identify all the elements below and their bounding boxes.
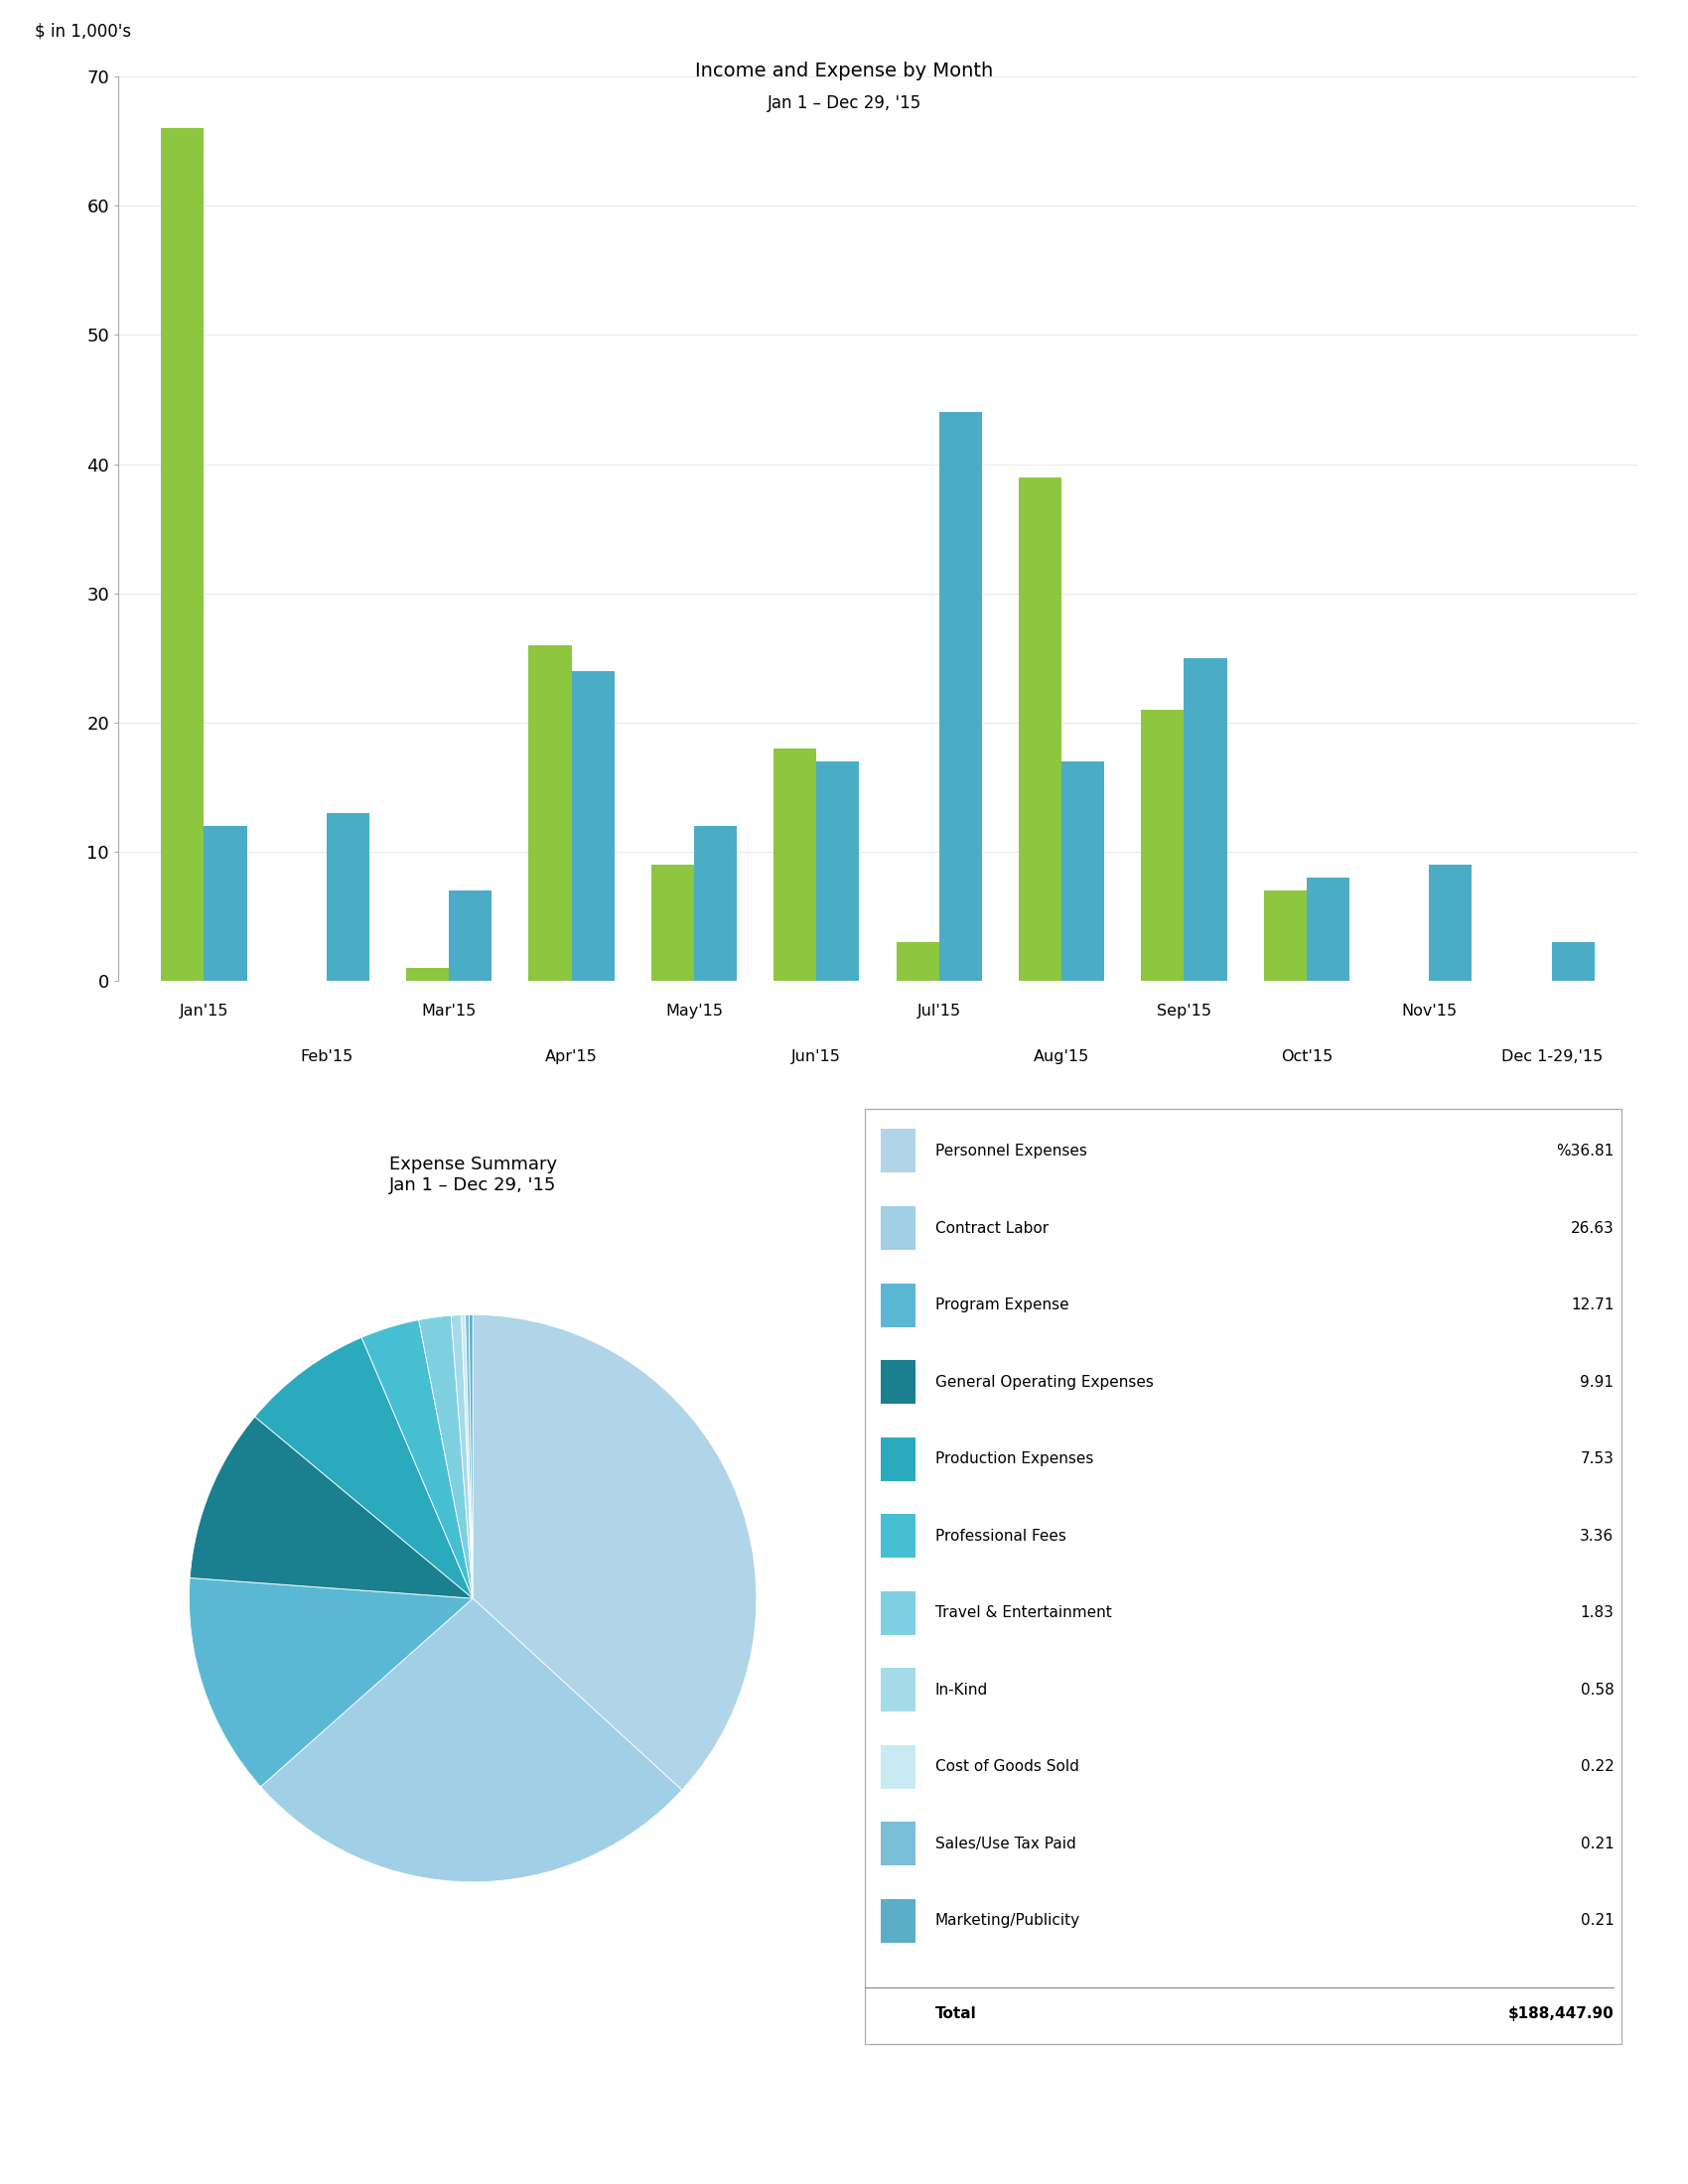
Bar — [881, 1592, 915, 1636]
Text: Sep'15: Sep'15 — [1156, 1005, 1212, 1018]
Text: Professional Fees: Professional Fees — [935, 1529, 1067, 1544]
Text: Program Expense: Program Expense — [935, 1297, 1069, 1313]
Bar — [1183, 657, 1227, 981]
Text: Jan'15: Jan'15 — [179, 1005, 228, 1018]
Text: Feb'15: Feb'15 — [300, 1048, 353, 1064]
Text: 0.22: 0.22 — [1580, 1760, 1614, 1773]
Bar — [881, 1745, 915, 1789]
Text: 7.53: 7.53 — [1580, 1452, 1614, 1465]
Wedge shape — [361, 1319, 473, 1599]
Wedge shape — [473, 1315, 756, 1791]
Wedge shape — [466, 1315, 473, 1599]
Bar — [1018, 476, 1062, 981]
Bar — [652, 865, 694, 981]
Text: Jul'15: Jul'15 — [917, 1005, 960, 1018]
Wedge shape — [255, 1337, 473, 1599]
Title: Expense Summary
Jan 1 – Dec 29, '15: Expense Summary Jan 1 – Dec 29, '15 — [388, 1155, 557, 1195]
Text: Production Expenses: Production Expenses — [935, 1452, 1094, 1465]
Text: 0.21: 0.21 — [1580, 1837, 1614, 1852]
Bar — [449, 891, 491, 981]
Bar — [881, 1514, 915, 1557]
Bar — [1430, 865, 1472, 981]
Bar — [160, 129, 204, 981]
Text: 0.21: 0.21 — [1580, 1913, 1614, 1928]
Text: In-Kind: In-Kind — [935, 1682, 987, 1697]
Wedge shape — [260, 1599, 682, 1883]
Text: Contract Labor: Contract Labor — [935, 1221, 1048, 1236]
Bar — [881, 1900, 915, 1944]
Bar — [881, 1821, 915, 1865]
Text: Jan 1 – Dec 29, '15: Jan 1 – Dec 29, '15 — [766, 94, 922, 111]
Text: Aug'15: Aug'15 — [1033, 1048, 1089, 1064]
Bar — [528, 644, 572, 981]
Wedge shape — [189, 1577, 473, 1787]
Bar — [881, 1437, 915, 1481]
Text: Apr'15: Apr'15 — [545, 1048, 598, 1064]
Bar — [1264, 891, 1307, 981]
Text: Jun'15: Jun'15 — [792, 1048, 841, 1064]
Wedge shape — [461, 1315, 473, 1599]
Bar — [694, 826, 738, 981]
Text: Oct'15: Oct'15 — [1281, 1048, 1332, 1064]
Bar — [817, 762, 859, 981]
Bar — [881, 1669, 915, 1712]
Wedge shape — [419, 1315, 473, 1599]
Bar — [326, 812, 370, 981]
Bar — [572, 670, 614, 981]
Text: May'15: May'15 — [665, 1005, 722, 1018]
Bar — [773, 749, 817, 981]
Text: Mar'15: Mar'15 — [422, 1005, 476, 1018]
Wedge shape — [469, 1315, 473, 1599]
Text: Marketing/Publicity: Marketing/Publicity — [935, 1913, 1080, 1928]
Text: Sales/Use Tax Paid: Sales/Use Tax Paid — [935, 1837, 1075, 1852]
Bar — [1551, 941, 1595, 981]
Bar — [939, 413, 982, 981]
Text: 1.83: 1.83 — [1580, 1605, 1614, 1621]
Text: Total: Total — [935, 2005, 977, 2020]
Text: 12.71: 12.71 — [1572, 1297, 1614, 1313]
Text: 26.63: 26.63 — [1570, 1221, 1614, 1236]
Wedge shape — [451, 1315, 473, 1599]
Text: %36.81: %36.81 — [1556, 1144, 1614, 1158]
Bar — [407, 968, 449, 981]
Text: Personnel Expenses: Personnel Expenses — [935, 1144, 1087, 1158]
Text: Cost of Goods Sold: Cost of Goods Sold — [935, 1760, 1079, 1773]
Bar — [881, 1361, 915, 1404]
Text: General Operating Expenses: General Operating Expenses — [935, 1374, 1153, 1389]
Text: 3.36: 3.36 — [1580, 1529, 1614, 1544]
Bar — [881, 1284, 915, 1328]
Text: Nov'15: Nov'15 — [1401, 1005, 1457, 1018]
Text: $188,447.90: $188,447.90 — [1507, 2005, 1614, 2020]
Bar — [881, 1129, 915, 1173]
Bar — [1141, 710, 1183, 981]
Text: Income and Expense by Month: Income and Expense by Month — [695, 61, 993, 81]
Text: Travel & Entertainment: Travel & Entertainment — [935, 1605, 1112, 1621]
Text: 9.91: 9.91 — [1580, 1374, 1614, 1389]
Bar — [881, 1206, 915, 1249]
Bar — [896, 941, 939, 981]
Bar — [204, 826, 246, 981]
Text: 0.58: 0.58 — [1580, 1682, 1614, 1697]
Text: $ in 1,000's: $ in 1,000's — [35, 22, 132, 39]
Bar — [1307, 878, 1349, 981]
Bar — [1062, 762, 1104, 981]
Wedge shape — [189, 1417, 473, 1599]
Text: Dec 1-29,'15: Dec 1-29,'15 — [1501, 1048, 1602, 1064]
